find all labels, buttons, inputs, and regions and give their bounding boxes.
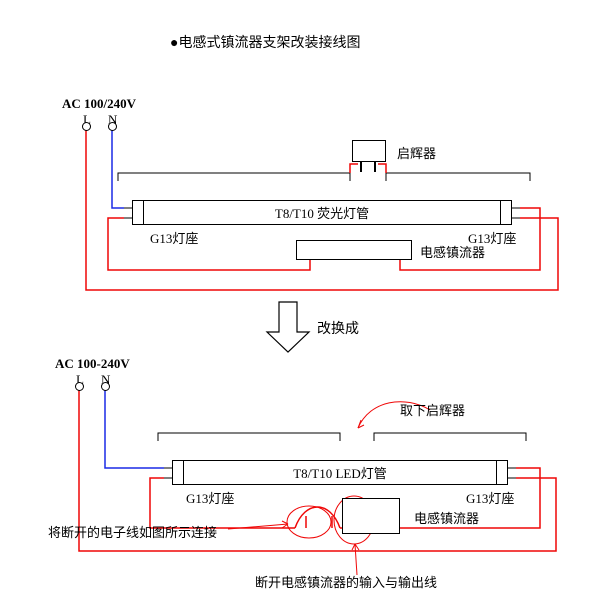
ac-label-1: AC 100/240V: [62, 96, 136, 112]
tube1-label: T8/T10 荧光灯管: [275, 203, 369, 222]
ballast-label-1: 电感镇流器: [420, 242, 485, 261]
tube1-cap-right: [500, 200, 512, 225]
ballast-label-2: 电感镇流器: [414, 508, 479, 527]
ballast-1: [296, 240, 412, 260]
ac-label-2: AC 100-240V: [55, 356, 130, 372]
cutline-label: 断开电感镇流器的输入与输出线: [255, 572, 437, 591]
terminal-l-1: [82, 122, 91, 131]
reconnect-label: 将断开的电子线如图所示连接: [48, 522, 217, 541]
terminal-l-2: [75, 382, 84, 391]
tube1-body: T8/T10 荧光灯管: [143, 200, 501, 225]
diagram-title: ●电感式镇流器支架改装接线图: [170, 32, 360, 52]
terminal-n-1: [108, 122, 117, 131]
tube2-body: T8/T10 LED灯管: [183, 460, 497, 485]
starter-label: 启辉器: [397, 143, 436, 162]
starter-box: [352, 140, 386, 162]
g13-label-1l: G13灯座: [150, 228, 198, 247]
g13-label-2l: G13灯座: [186, 488, 234, 507]
ballast-2: [342, 498, 400, 534]
convert-label: 改换成: [317, 318, 359, 338]
g13-label-2r: G13灯座: [466, 488, 514, 507]
tube2-cap-right: [496, 460, 508, 485]
wiring-diagram: { "title": "●电感式镇流器支架改装接线图", "ac1": "AC …: [0, 0, 600, 588]
tube2-label: T8/T10 LED灯管: [293, 463, 387, 482]
terminal-n-2: [101, 382, 110, 391]
remove-starter-label: 取下启辉器: [400, 400, 465, 419]
